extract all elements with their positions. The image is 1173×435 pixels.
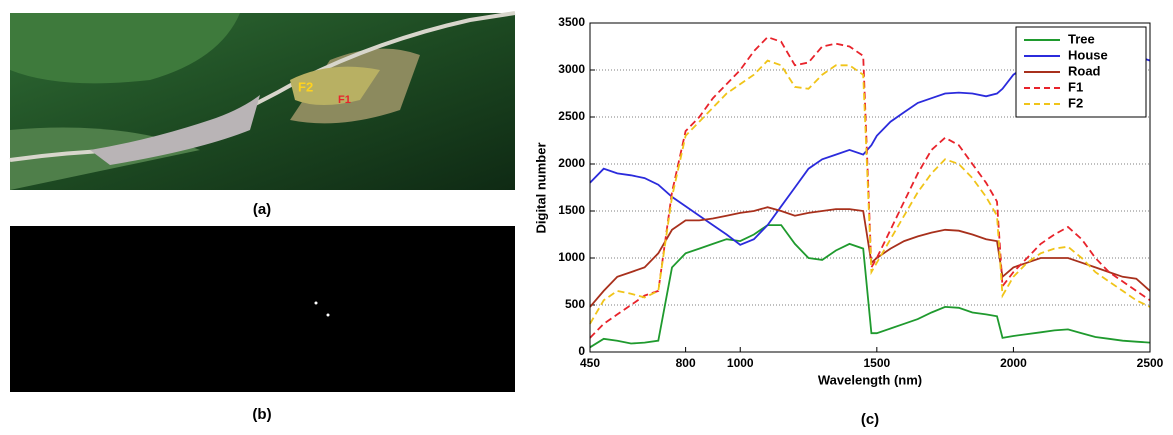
legend-label: House: [1068, 47, 1108, 62]
panel-caption: (c): [861, 411, 879, 428]
y-tick-label: 500: [565, 297, 585, 311]
legend-label: Road: [1068, 63, 1101, 78]
y-axis-label: Digital number: [533, 142, 548, 233]
detection-dot: [314, 301, 318, 305]
detection-dot: [326, 313, 330, 317]
series-line: [589, 36, 1151, 339]
x-tick-label: 2500: [1137, 356, 1164, 370]
y-tick-label: 3000: [558, 62, 585, 76]
panel-caption: (b): [252, 406, 271, 423]
series-line: [589, 59, 1151, 325]
series-line: [589, 224, 1151, 349]
x-tick-label: 1500: [863, 356, 890, 370]
x-tick-label: 1000: [727, 356, 754, 370]
legend-label: F1: [1068, 79, 1083, 94]
satellite-image: [9, 11, 516, 190]
panel-caption: (a): [253, 201, 271, 218]
legend-label: F2: [1068, 95, 1083, 110]
y-tick-label: 0: [578, 344, 585, 358]
x-tick-label: 800: [676, 356, 696, 370]
plot-frame: [589, 22, 1151, 353]
y-tick-label: 1500: [558, 203, 585, 217]
y-tick-label: 1000: [558, 250, 585, 264]
x-tick-label: 450: [580, 356, 600, 370]
image-annotation: F1: [338, 94, 351, 106]
y-tick-label: 3500: [558, 15, 585, 29]
image-annotation: F2: [298, 79, 313, 94]
series-line: [589, 206, 1151, 308]
x-axis-label: Wavelength (nm): [818, 372, 922, 387]
legend-label: Tree: [1068, 31, 1095, 46]
x-tick-label: 2000: [1000, 356, 1027, 370]
y-tick-label: 2000: [558, 156, 585, 170]
y-tick-label: 2500: [558, 109, 585, 123]
detection-image: [10, 226, 515, 392]
